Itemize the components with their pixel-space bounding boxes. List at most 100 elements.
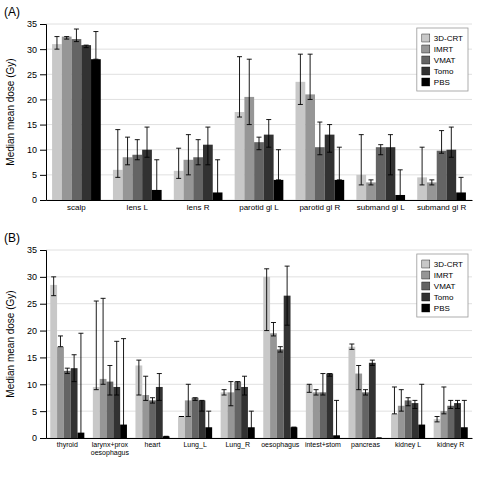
- y-tick: 35: [27, 19, 46, 29]
- bar: [369, 363, 376, 438]
- bar-series: [81, 45, 456, 200]
- bar-series: [91, 59, 466, 200]
- tick-mark: [40, 331, 46, 332]
- legend-item: Tomo: [422, 293, 454, 302]
- legend-swatch: [422, 282, 430, 290]
- bar: [100, 379, 107, 438]
- error-bars: [65, 347, 453, 409]
- error-bar: [196, 140, 201, 165]
- x-tick: larynx+proxoesophagus: [91, 441, 130, 457]
- error-bar: [412, 400, 417, 408]
- grid: [46, 24, 472, 200]
- error-bar: [388, 135, 393, 175]
- y-axis-title: Median mean dose (Gy): [5, 290, 16, 397]
- error-bar: [78, 333, 83, 435]
- x-tick: heart: [145, 441, 161, 448]
- grid-line: [46, 49, 472, 50]
- tick-mark: [40, 99, 46, 100]
- bar: [178, 417, 185, 438]
- bar-series: [50, 277, 440, 438]
- error-bar: [307, 384, 312, 392]
- error-bar: [199, 400, 204, 411]
- tick-label: parotid gl L: [239, 203, 279, 212]
- tick-label: scalp: [67, 203, 86, 212]
- tick-label: thyroid: [57, 441, 78, 449]
- tick-label-line: submand gl L: [357, 203, 406, 212]
- tick-label: Lung_R: [225, 441, 250, 449]
- bar: [132, 155, 142, 200]
- y-tick: 30: [27, 45, 46, 55]
- error-bar: [363, 390, 368, 395]
- bar-series: [78, 425, 468, 438]
- plot-area: [52, 29, 466, 200]
- bar: [319, 392, 326, 438]
- bar: [391, 414, 398, 438]
- bar: [93, 387, 100, 438]
- legend-label: VMAT: [434, 282, 456, 291]
- legend-label: PBS: [434, 304, 450, 313]
- bar: [313, 392, 320, 438]
- y-tick: 0: [32, 433, 46, 443]
- x-axis: thyroidlarynx+proxoesophagusheartLung_LL…: [47, 439, 473, 457]
- error-bar: [249, 411, 254, 435]
- bar-series: [64, 349, 454, 438]
- y-tick: 5: [32, 170, 46, 180]
- error-bar: [114, 341, 119, 395]
- error-bar: [370, 360, 375, 365]
- error-bar: [334, 400, 339, 437]
- legend-box: [417, 254, 468, 317]
- error-bars: [64, 37, 434, 185]
- tick-label: submand gl R: [417, 203, 467, 212]
- axis-line: [40, 25, 47, 201]
- error-bar: [242, 376, 247, 395]
- tick-mark: [40, 250, 46, 251]
- error-bar: [65, 368, 70, 373]
- legend-item: 3D-CRT: [422, 260, 463, 269]
- bar: [142, 395, 149, 438]
- bar: [199, 400, 206, 438]
- error-bar: [356, 365, 361, 389]
- legend-swatch: [422, 45, 430, 53]
- grid-line: [46, 303, 472, 304]
- bar-series: [62, 37, 437, 200]
- error-bar: [235, 382, 240, 390]
- tick-label: 20: [27, 95, 37, 105]
- x-axis: scalplens Llens Rparotid gl Lparotid gl …: [47, 201, 473, 212]
- error-bar: [327, 125, 332, 153]
- error-bar: [420, 147, 425, 185]
- bar: [163, 436, 170, 438]
- x-tick: parotid gl L: [239, 203, 279, 212]
- error-bars: [72, 266, 460, 411]
- error-bar: [285, 266, 290, 325]
- bar: [362, 392, 369, 438]
- error-bar: [186, 384, 191, 416]
- error-bar: [392, 387, 397, 414]
- y-tick: 15: [27, 120, 46, 130]
- error-bar: [377, 438, 382, 439]
- bar: [306, 384, 313, 438]
- tick-label-line: parotid gl L: [239, 203, 279, 212]
- tick-label: 10: [27, 145, 37, 155]
- legend-swatch: [422, 78, 430, 86]
- error-bar: [121, 339, 126, 436]
- y-tick: 35: [27, 245, 46, 255]
- bar: [64, 371, 71, 438]
- tick-label: lens L: [127, 203, 149, 212]
- error-bar: [164, 436, 169, 437]
- legend-item: VMAT: [422, 282, 456, 291]
- tick-label-line: lens L: [127, 203, 149, 212]
- error-bar: [157, 374, 162, 401]
- legend-label: 3D-CRT: [434, 260, 463, 269]
- tick-label: 25: [27, 299, 37, 309]
- tick-label: 0: [32, 433, 37, 443]
- x-tick: lens L: [127, 203, 149, 212]
- legend-label: VMAT: [434, 56, 456, 65]
- error-bar: [228, 382, 233, 406]
- legend-swatch: [422, 304, 430, 312]
- error-bar: [74, 29, 79, 42]
- tick-label: 10: [27, 380, 37, 390]
- tick-mark: [40, 304, 46, 305]
- x-tick: pancreas: [351, 441, 380, 449]
- tick-label: 30: [27, 272, 37, 282]
- tick-label: 0: [32, 195, 37, 205]
